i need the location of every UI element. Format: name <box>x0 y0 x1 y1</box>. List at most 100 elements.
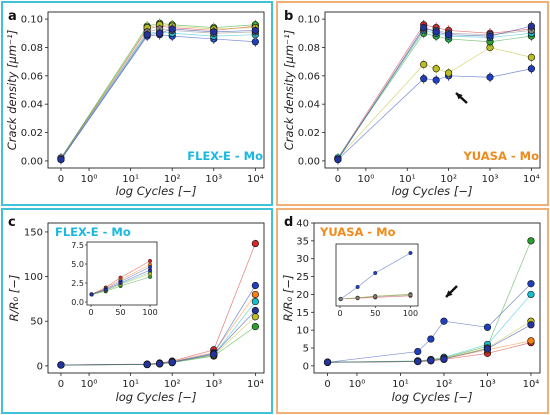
inset-x-tick-label: 50 <box>115 308 125 317</box>
x-axis-label: log Cycles [−] <box>116 390 197 404</box>
y-tick-label: 35 <box>296 236 309 247</box>
x-tick-label: 10¹ <box>399 174 416 185</box>
x-tick-label: 10³ <box>482 174 499 185</box>
y-axis-label: Crack density [μm⁻¹] <box>5 30 19 150</box>
data-point <box>210 28 218 36</box>
y-tick-label: 0.02 <box>21 128 43 139</box>
inset-plot: 0 50 100 <box>335 243 419 318</box>
inset-x-tick-label: 0 <box>88 308 93 317</box>
data-point <box>251 322 259 331</box>
data-point <box>251 297 259 306</box>
series-line <box>337 30 532 159</box>
x-tick-label: 10⁴ <box>247 174 264 185</box>
y-tick-label: 0.10 <box>298 15 320 26</box>
x-tick-label: 10³ <box>205 174 222 185</box>
series-line <box>60 326 256 366</box>
data-point <box>440 317 448 325</box>
inset-y-tick-label: 2.5 <box>71 279 84 288</box>
y-axis-label: Crack density [μm⁻¹] <box>282 30 296 150</box>
x-tick-label: 10⁰ <box>81 379 98 390</box>
inset-data-point <box>373 294 378 299</box>
inset-area <box>86 241 158 306</box>
x-axis-label: log Cycles [−] <box>392 184 473 198</box>
sample-label: YUASA - Mo <box>462 149 539 163</box>
inset-data-point <box>373 271 378 276</box>
y-tick-label: 0.08 <box>21 43 43 54</box>
y-tick-label: 40 <box>296 219 309 230</box>
y-axis-label: R/R₀ [−] <box>281 275 295 322</box>
inset-series-line <box>91 264 151 295</box>
data-point <box>527 53 536 61</box>
x-axis-label: log Cycles [−] <box>392 390 473 404</box>
sample-label: FLEX-E - Mo <box>55 225 131 239</box>
x-tick-label: 0 <box>58 379 64 390</box>
panel-label: a <box>8 9 17 24</box>
data-point <box>420 24 428 32</box>
data-point <box>251 26 259 35</box>
data-point <box>427 356 435 365</box>
data-point <box>251 306 259 315</box>
data-point <box>432 65 440 73</box>
inset-data-point <box>148 258 153 263</box>
data-point <box>420 60 428 69</box>
x-axis-label: log Cycles [−] <box>116 184 197 198</box>
arrow-head <box>446 290 453 297</box>
data-point <box>168 358 176 366</box>
inset-data-point <box>408 293 413 298</box>
panel-c-frame <box>1 208 273 414</box>
y-tick-label: 0 <box>303 361 309 372</box>
data-point <box>483 345 492 353</box>
inset-series-line <box>91 260 151 295</box>
y-tick-label: 50 <box>30 317 43 328</box>
y-tick-label: 0.00 <box>298 156 320 167</box>
series-line <box>60 25 256 159</box>
panel-label: d <box>284 215 293 230</box>
inset-series-line <box>91 269 151 295</box>
inset-data-point <box>118 281 123 286</box>
panel-d: d 0 5 10 15 20 25 30 35 40 0 10⁰ 10¹ 10² 10³ 10⁴ log Cyc… <box>281 215 541 404</box>
panel-b-frame <box>276 1 549 206</box>
x-tick-label: 10⁰ <box>81 174 98 185</box>
y-tick-label: 25 <box>296 272 309 283</box>
plot-area <box>313 222 541 374</box>
arrow-d <box>445 285 458 298</box>
data-point <box>251 290 259 299</box>
data-point <box>527 22 536 30</box>
x-tick-label: 10⁴ <box>523 174 540 185</box>
inset-series-line <box>91 266 151 295</box>
series-line <box>60 28 256 159</box>
data-point <box>527 65 536 73</box>
data-point <box>420 75 428 83</box>
series-line <box>60 31 256 159</box>
data-point <box>527 321 535 329</box>
x-tick-label: 10² <box>164 174 181 185</box>
inset-data-point <box>103 287 108 292</box>
plot-area <box>47 11 265 169</box>
data-point <box>527 280 535 288</box>
inset-data-point <box>338 297 343 302</box>
data-point <box>427 335 435 343</box>
inset-x-tick-label: 100 <box>403 309 418 318</box>
data-point <box>143 31 151 39</box>
series-line <box>60 22 256 159</box>
data-point <box>57 155 65 164</box>
panel-label: b <box>284 9 293 24</box>
y-tick-label: 0.04 <box>21 100 43 111</box>
x-tick-label: 10⁴ <box>523 379 540 390</box>
x-tick-label: 10⁴ <box>247 379 264 390</box>
inset-data-point <box>148 268 153 273</box>
series-line <box>60 310 256 366</box>
inset-series-line <box>340 252 411 300</box>
plot-area <box>324 11 541 169</box>
x-tick-label: 10⁰ <box>349 379 366 390</box>
data-point <box>486 32 494 40</box>
arrow-head <box>456 93 463 100</box>
inset-series-line <box>340 294 411 300</box>
inset-data-point <box>355 285 360 290</box>
inset-y-tick-label: 7.5 <box>71 241 84 250</box>
series-line <box>60 24 256 160</box>
data-point <box>414 357 422 366</box>
data-point <box>323 358 332 366</box>
y-tick-label: 0.06 <box>21 71 43 82</box>
data-point <box>334 155 342 164</box>
